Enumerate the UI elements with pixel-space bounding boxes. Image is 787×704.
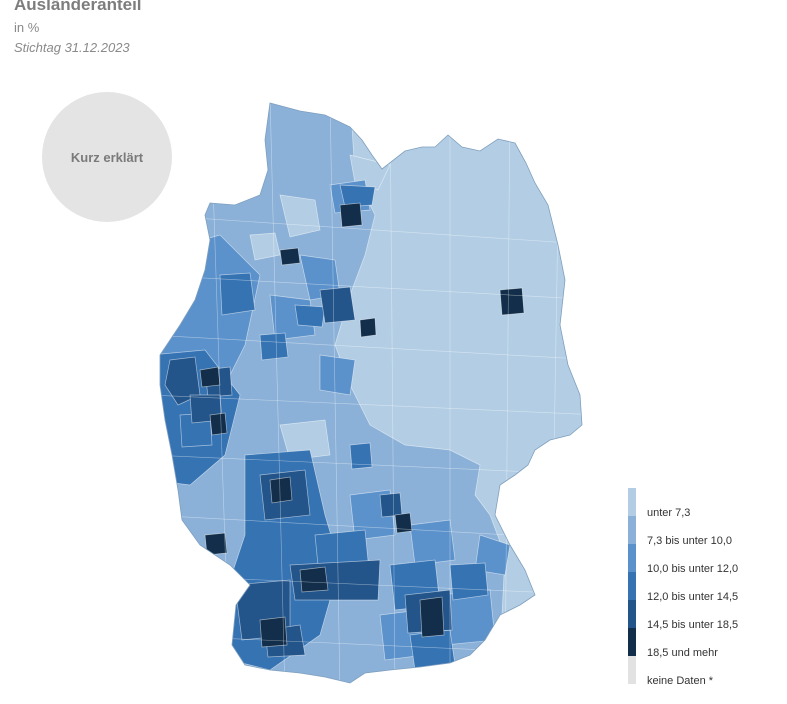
chart-date: Stichtag 31.12.2023 [14, 40, 130, 55]
chart-unit: in % [14, 20, 40, 35]
legend-label: 14,5 bis unter 18,5 [647, 619, 739, 631]
chart-title: Ausländeranteil [14, 0, 142, 14]
legend-label: 10,0 bis unter 12,0 [647, 563, 739, 575]
legend-label: keine Daten * [647, 675, 714, 687]
legend-label: unter 7,3 [647, 507, 691, 519]
legend-swatch [628, 572, 636, 600]
germany-outline [159, 102, 583, 684]
legend-label: 7,3 bis unter 10,0 [647, 535, 733, 547]
map-district-lines [160, 103, 582, 683]
legend-swatch [628, 628, 636, 656]
legend-swatch [628, 600, 636, 628]
legend-label: 12,0 bis unter 14,5 [647, 591, 739, 603]
map-regions [160, 103, 582, 683]
kurz-erklaert-button[interactable]: Kurz erklärt [42, 92, 172, 222]
legend-swatch [628, 544, 636, 572]
chart-header: Ausländeranteil in % Stichtag 31.12.2023 [14, 0, 142, 56]
legend-swatch [628, 656, 636, 684]
legend-swatch [628, 516, 636, 544]
legend-label: 18,5 und mehr [647, 647, 718, 659]
germany-district-map [159, 102, 583, 684]
legend-swatch [628, 488, 636, 516]
